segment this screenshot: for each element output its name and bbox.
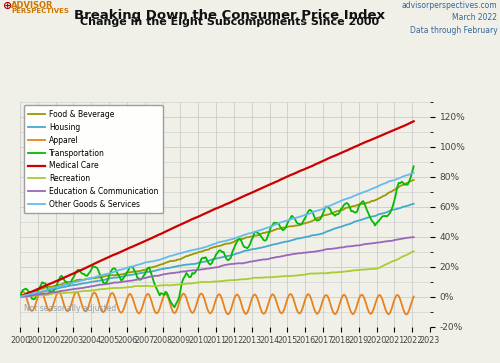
Apparel: [167, 301, 173, 306]
Transportation: [172, 305, 177, 309]
Medical Care: [308, 164, 314, 168]
Other Goods & Services: [166, 254, 172, 259]
Apparel: [410, 294, 416, 299]
Line: Other Goods & Services: Other Goods & Services: [20, 173, 413, 297]
Food & Beverage: [94, 276, 100, 280]
Apparel: [72, 291, 78, 295]
Apparel: [20, 289, 26, 294]
Education & Communication: [410, 235, 416, 239]
Medical Care: [70, 271, 76, 276]
Text: Change in the Eight Subcomponents Since 2000: Change in the Eight Subcomponents Since …: [80, 17, 380, 28]
Housing: [335, 225, 341, 230]
Line: Apparel: Apparel: [20, 291, 413, 315]
Apparel: [403, 313, 409, 317]
Other Goods & Services: [357, 191, 363, 196]
Food & Beverage: [166, 260, 172, 264]
Education & Communication: [335, 246, 341, 250]
Other Goods & Services: [94, 274, 100, 279]
Education & Communication: [166, 272, 172, 276]
Text: ADVISOR: ADVISOR: [11, 1, 53, 10]
Transportation: [336, 211, 342, 215]
Apparel: [17, 294, 23, 299]
Housing: [308, 233, 314, 238]
Medical Care: [94, 260, 100, 265]
Transportation: [70, 275, 76, 280]
Recreation: [17, 294, 23, 299]
Line: Education & Communication: Education & Communication: [20, 237, 413, 297]
Medical Care: [17, 294, 23, 299]
Recreation: [166, 283, 172, 287]
Transportation: [94, 266, 100, 270]
Recreation: [308, 271, 314, 276]
Food & Beverage: [17, 294, 23, 299]
Line: Food & Beverage: Food & Beverage: [20, 180, 413, 297]
Housing: [94, 279, 100, 283]
Other Goods & Services: [308, 211, 314, 215]
Food & Beverage: [410, 178, 416, 182]
Text: Breaking Down the Consumer Price Index: Breaking Down the Consumer Price Index: [74, 9, 386, 22]
Text: PERSPECTIVES: PERSPECTIVES: [11, 8, 69, 14]
Apparel: [358, 293, 364, 297]
Food & Beverage: [335, 209, 341, 213]
Education & Communication: [70, 287, 76, 291]
Education & Communication: [357, 243, 363, 247]
Housing: [357, 218, 363, 223]
Medical Care: [335, 152, 341, 156]
Text: ⊕: ⊕: [2, 1, 12, 11]
Medical Care: [410, 119, 416, 123]
Transportation: [166, 295, 172, 299]
Line: Medical Care: Medical Care: [20, 121, 413, 297]
Line: Housing: Housing: [20, 204, 413, 297]
Food & Beverage: [308, 219, 314, 224]
Food & Beverage: [70, 280, 76, 284]
Other Goods & Services: [70, 280, 76, 285]
Text: advisorperspectives.com
March 2022
Data through February: advisorperspectives.com March 2022 Data …: [402, 1, 498, 35]
Transportation: [310, 210, 316, 215]
Medical Care: [357, 142, 363, 147]
Other Goods & Services: [335, 200, 341, 204]
Food & Beverage: [357, 202, 363, 207]
Transportation: [17, 294, 23, 299]
Text: Not seasonally adjusted: Not seasonally adjusted: [24, 304, 116, 313]
Housing: [17, 294, 23, 299]
Education & Communication: [308, 250, 314, 254]
Housing: [166, 266, 172, 270]
Recreation: [410, 249, 416, 253]
Line: Transportation: Transportation: [20, 166, 413, 307]
Education & Communication: [94, 283, 100, 287]
Medical Care: [166, 228, 172, 232]
Transportation: [358, 200, 364, 204]
Line: Recreation: Recreation: [20, 251, 413, 297]
Education & Communication: [17, 294, 23, 299]
Housing: [70, 283, 76, 287]
Transportation: [410, 164, 416, 168]
Recreation: [70, 290, 76, 295]
Housing: [410, 202, 416, 206]
Apparel: [96, 300, 102, 304]
Legend: Food & Beverage, Housing, Apparel, Transportation, Medical Care, Recreation, Edu: Food & Beverage, Housing, Apparel, Trans…: [24, 106, 163, 213]
Recreation: [94, 287, 100, 292]
Apparel: [310, 302, 316, 306]
Other Goods & Services: [17, 294, 23, 299]
Apparel: [336, 302, 342, 307]
Other Goods & Services: [410, 171, 416, 175]
Recreation: [335, 270, 341, 274]
Recreation: [357, 268, 363, 272]
